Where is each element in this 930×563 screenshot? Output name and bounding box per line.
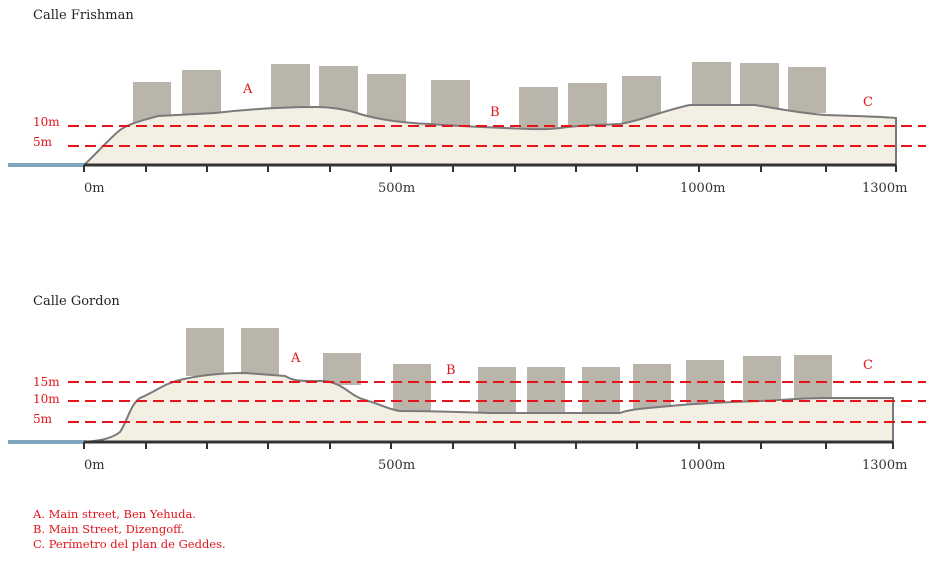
point-label-c: C — [863, 358, 873, 373]
height-label: 5m — [33, 135, 53, 149]
distance-label: 1000m — [680, 181, 725, 196]
distance-label: 0m — [84, 458, 105, 473]
terrain-frishman — [81, 104, 897, 166]
building — [367, 74, 406, 124]
legend: A. Main street, Ben Yehuda. B. Main Stre… — [33, 507, 226, 552]
building — [692, 62, 731, 110]
point-label-b: B — [446, 363, 456, 378]
building — [271, 64, 310, 114]
building — [568, 83, 607, 129]
section-gordon: 15m 10m 5m A B C 0m 500m 1000m 1300m — [8, 328, 926, 473]
building — [186, 328, 224, 376]
height-label: 15m — [33, 375, 60, 389]
building — [527, 367, 565, 413]
water-frishman — [8, 163, 85, 167]
ticks-gordon — [83, 442, 894, 449]
building — [633, 364, 671, 412]
terrain-gordon — [83, 371, 894, 443]
point-label-a: A — [242, 82, 253, 97]
building — [788, 67, 826, 113]
height-label: 10m — [33, 115, 60, 129]
legend-item-b: B. Main Street, Dizengoff. — [33, 522, 185, 536]
height-label: 5m — [33, 412, 53, 426]
building — [393, 364, 431, 412]
legend-item-a: A. Main street, Ben Yehuda. — [33, 507, 196, 521]
water-gordon — [8, 440, 85, 444]
building — [740, 63, 779, 111]
distance-label: 1300m — [862, 458, 907, 473]
legend-item-c: C. Perímetro del plan de Geddes. — [33, 537, 226, 551]
point-label-c: C — [863, 95, 873, 110]
distance-label: 1000m — [680, 458, 725, 473]
distance-label: 1300m — [862, 181, 907, 196]
distance-label: 500m — [378, 181, 415, 196]
building — [582, 367, 620, 413]
building — [478, 367, 516, 413]
building — [241, 328, 279, 376]
distance-label: 500m — [378, 458, 415, 473]
building — [431, 80, 470, 128]
section-title-frishman: Calle Frishman — [33, 8, 134, 23]
buildings-gordon — [186, 328, 832, 413]
distance-label: 0m — [84, 181, 105, 196]
building — [794, 355, 832, 401]
height-label: 10m — [33, 392, 60, 406]
point-label-a: A — [290, 351, 301, 366]
ticks-frishman — [83, 165, 897, 172]
building — [519, 87, 558, 131]
point-label-b: B — [490, 105, 500, 120]
section-title-gordon: Calle Gordon — [33, 294, 120, 309]
building — [323, 353, 361, 385]
building — [743, 356, 781, 404]
section-frishman: 10m 5m A B C 0m 500m 1000m 1300m — [8, 62, 926, 196]
